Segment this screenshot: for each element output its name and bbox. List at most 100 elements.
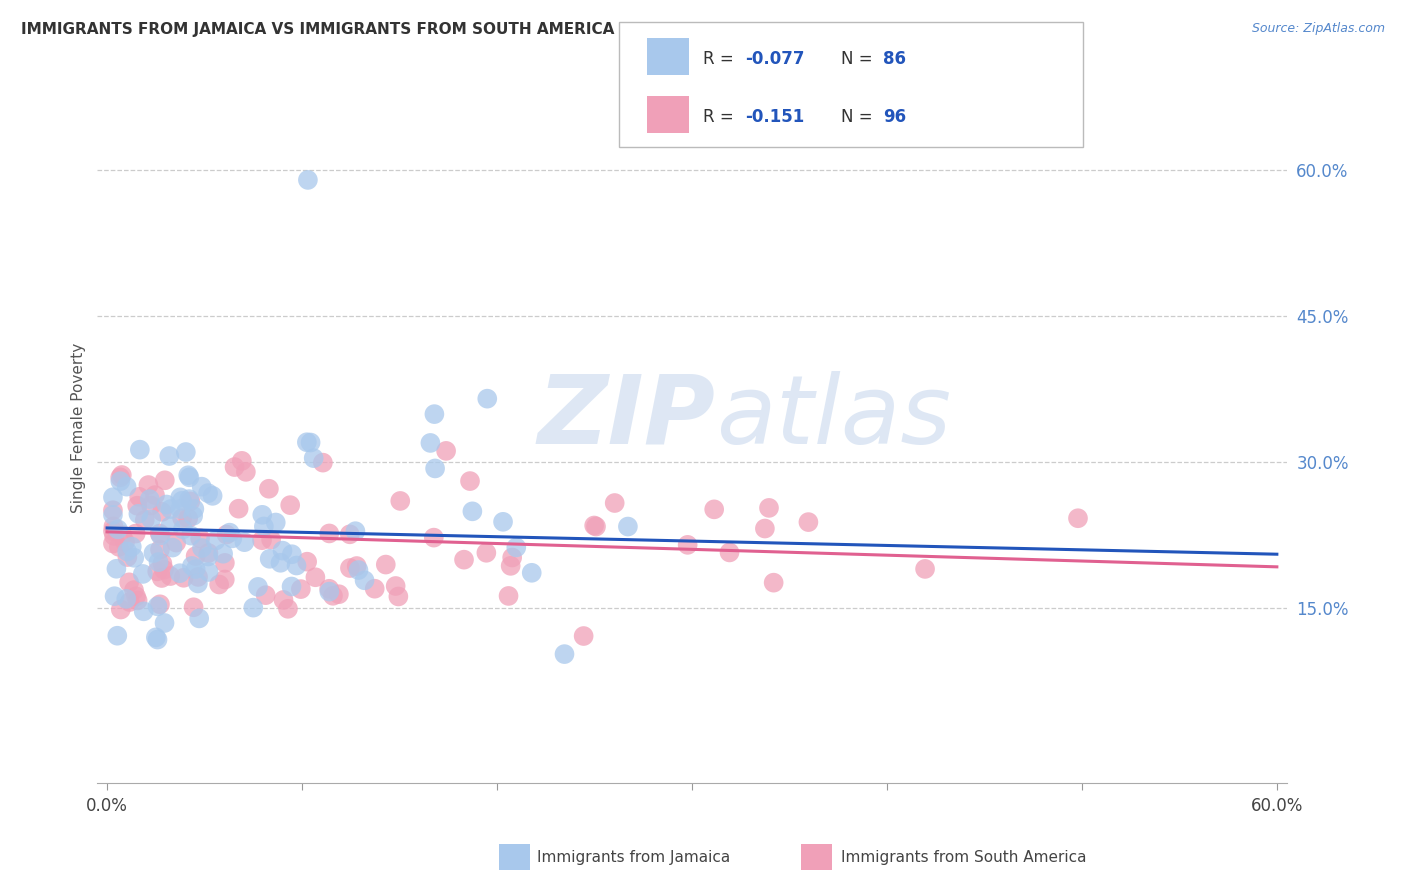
Point: [172, 511, 194, 525]
Point: [384, 579, 406, 593]
Point: [477, 392, 499, 406]
Point: [103, 529, 125, 543]
Point: [231, 454, 253, 468]
Point: [281, 547, 304, 561]
Point: [180, 528, 202, 542]
Point: [146, 565, 169, 579]
Point: [143, 488, 166, 502]
Text: N =: N =: [841, 50, 877, 68]
Point: [758, 500, 780, 515]
Point: [142, 546, 165, 560]
Point: [153, 563, 176, 577]
Point: [153, 473, 176, 487]
Text: atlas: atlas: [716, 371, 950, 464]
Point: [197, 486, 219, 500]
Point: [499, 558, 522, 573]
Point: [128, 442, 150, 457]
Point: [278, 498, 301, 512]
Point: [149, 597, 172, 611]
Point: [318, 582, 340, 596]
Point: [122, 550, 145, 565]
Point: [254, 588, 277, 602]
Point: [111, 468, 134, 483]
Text: Immigrants from South America: Immigrants from South America: [841, 850, 1087, 864]
Point: [617, 519, 640, 533]
Point: [101, 490, 124, 504]
Y-axis label: Single Female Poverty: Single Female Poverty: [72, 343, 86, 513]
Point: [215, 527, 238, 541]
Point: [290, 582, 312, 596]
Point: [190, 480, 212, 494]
Point: [208, 577, 231, 591]
Point: [101, 536, 124, 550]
Point: [117, 550, 139, 565]
Point: [184, 549, 207, 563]
Point: [107, 522, 129, 536]
Point: [246, 580, 269, 594]
Point: [103, 589, 125, 603]
Point: [505, 541, 527, 555]
Point: [169, 502, 191, 516]
Point: [297, 173, 319, 187]
Point: [572, 629, 595, 643]
Point: [134, 513, 156, 527]
Point: [125, 590, 148, 604]
Point: [221, 532, 243, 546]
Point: [214, 573, 236, 587]
Point: [797, 515, 820, 529]
Point: [118, 595, 141, 609]
Point: [257, 482, 280, 496]
Point: [139, 499, 162, 513]
Text: -0.151: -0.151: [745, 108, 804, 126]
Point: [318, 584, 340, 599]
Point: [108, 540, 131, 554]
Point: [299, 435, 322, 450]
Point: [174, 445, 197, 459]
Point: [492, 515, 515, 529]
Point: [285, 558, 308, 573]
Point: [228, 501, 250, 516]
Point: [127, 499, 149, 513]
Point: [273, 593, 295, 607]
Point: [271, 543, 294, 558]
Point: [149, 542, 172, 557]
Point: [139, 492, 162, 507]
Point: [110, 602, 132, 616]
Point: [501, 550, 523, 565]
Point: [676, 538, 699, 552]
Text: R =: R =: [703, 50, 740, 68]
Point: [197, 565, 219, 579]
Point: [181, 508, 204, 523]
Point: [347, 563, 370, 577]
Point: [295, 555, 318, 569]
Point: [146, 599, 169, 614]
Point: [111, 528, 134, 542]
Point: [252, 508, 274, 522]
Point: [127, 507, 149, 521]
Text: 86: 86: [883, 50, 905, 68]
Point: [218, 525, 240, 540]
Point: [181, 558, 204, 573]
Point: [389, 494, 412, 508]
Point: [115, 544, 138, 558]
Point: [328, 587, 350, 601]
Text: IMMIGRANTS FROM JAMAICA VS IMMIGRANTS FROM SOUTH AMERICA SINGLE FEMALE POVERTY C: IMMIGRANTS FROM JAMAICA VS IMMIGRANTS FR…: [21, 22, 1026, 37]
Point: [149, 528, 172, 542]
Point: [339, 561, 361, 575]
Point: [259, 551, 281, 566]
Point: [374, 558, 396, 572]
Point: [179, 494, 201, 508]
Point: [132, 566, 155, 581]
Point: [150, 505, 173, 519]
Point: [187, 570, 209, 584]
Point: [177, 511, 200, 525]
Point: [188, 531, 211, 545]
Point: [434, 443, 457, 458]
Point: [475, 546, 498, 560]
Text: R =: R =: [703, 108, 744, 126]
Point: [179, 492, 201, 507]
Point: [145, 631, 167, 645]
Point: [110, 470, 132, 484]
Point: [105, 629, 128, 643]
Point: [179, 470, 201, 484]
